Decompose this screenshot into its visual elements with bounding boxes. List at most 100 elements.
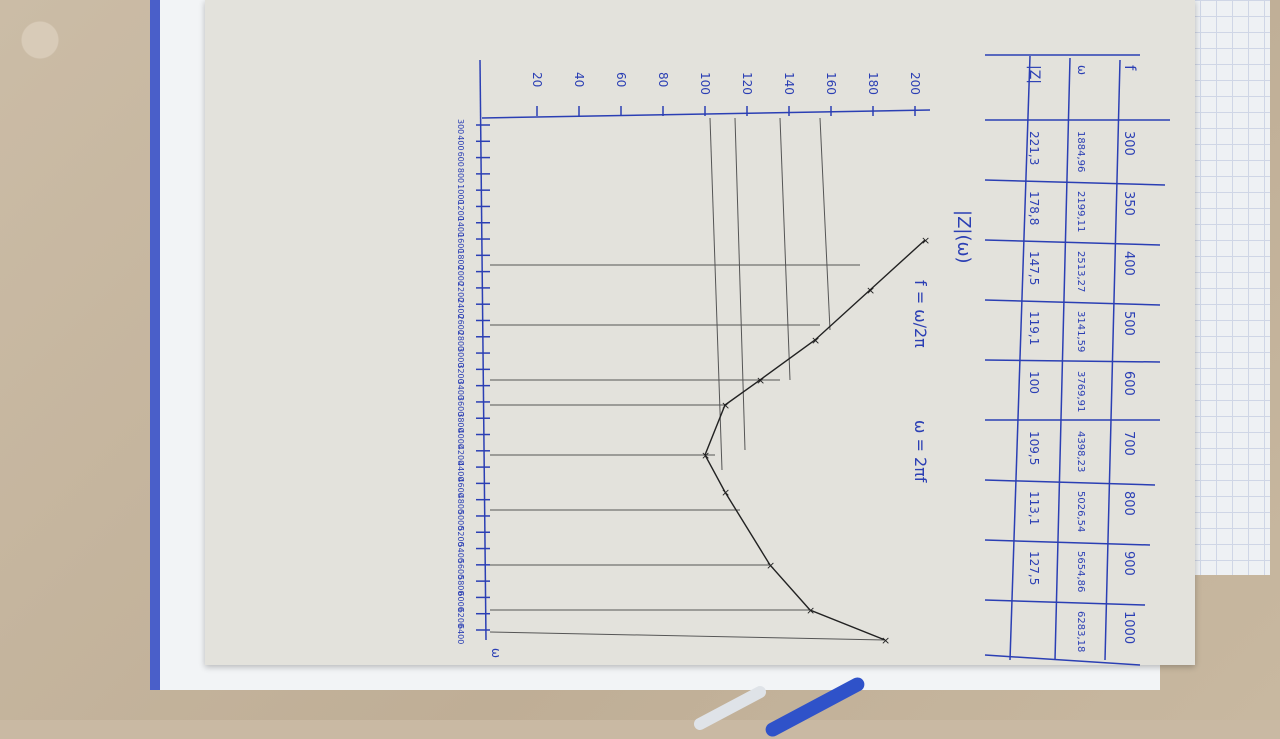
x-tick-label: 1200 [456,200,465,220]
table-cell: 147,5 [1027,251,1041,285]
x-tick-label: 2000 [456,266,465,286]
impedance-curve: × × × × × × × × × × [701,234,930,647]
x-tick-label: 6200 [456,608,465,628]
omega-row: ω 1884,96 2199,11 2513,27 3141,59 3769,91 4398… [1075,65,1089,652]
y-tick-label: 200 [908,72,922,95]
x-tick-label: 2200 [456,282,465,302]
data-point-marker: × [721,399,730,412]
data-point-marker: × [866,284,875,297]
annotations: |Z|(ω) f = ω/2π ω = 2πf [911,210,974,483]
table-cell: 6283,18 [1075,611,1086,652]
x-tick-label: 2600 [456,314,465,334]
x-tick-label: 800 [456,168,465,183]
graph-sheet [205,0,1195,665]
data-point-marker: × [881,634,890,647]
x-tick-label: 4600 [456,477,465,497]
frequency-row: f 300 350 400 500 600 700 800 900 1000 [1121,65,1139,644]
x-tick-label: 3400 [456,380,465,400]
x-tick-label: 5000 [456,510,465,530]
row-label: f [1121,65,1139,71]
table-cell: 350 [1121,191,1136,216]
y-tick-label: 160 [824,72,838,95]
table-cell: 221,3 [1027,131,1041,165]
x-tick-label: 4400 [456,461,465,481]
graph-heading: |Z|(ω) [953,210,974,264]
y-axis-line [481,109,931,119]
x-tick-label: 1000 [456,184,465,204]
x-tick-label: 6000 [456,591,465,611]
data-point-marker: × [766,559,775,572]
x-tick-label: 6400 [456,624,465,644]
y-tick-label: 120 [740,72,754,95]
table-cell: 3141,59 [1075,311,1086,352]
table-cell: 800 [1121,491,1136,516]
table-cell: 2199,11 [1075,191,1086,232]
x-tick-label: 400 [456,135,465,150]
x-axis-line [479,59,487,641]
x-tick-label: 300 [456,119,465,134]
table-cell: 1000 [1121,611,1136,644]
y-tick-label: 20 [530,72,544,87]
x-tick-label: 5800 [456,575,465,595]
y-tick-label: 80 [656,72,670,87]
x-tick-label: 3800 [456,412,465,432]
data-point-marker: × [701,449,710,462]
x-tick-label: 5400 [456,543,465,563]
y-tick-label: 100 [698,72,712,95]
row-label: ω [1075,65,1089,75]
impedance-row: |Z| 221,3 178,8 147,5 119,1 100 109,5 113,1 127,… [1026,65,1042,585]
table-cell: 5654,86 [1075,551,1086,592]
x-tick-label: 3200 [456,363,465,383]
x-tick-label: 1600 [456,233,465,253]
x-tick-label: 600 [456,152,465,167]
table-cell: 500 [1121,311,1136,336]
x-tick-label: 3600 [456,396,465,416]
x-tick-label: 5200 [456,526,465,546]
x-tick-label: 4800 [456,494,465,514]
table-cell: 5026,54 [1075,491,1086,532]
table-cell: 119,1 [1027,311,1041,345]
table-cell: 700 [1121,431,1136,456]
y-tick-label: 40 [572,72,586,87]
table-cell: 100 [1027,371,1041,394]
table-cell: 900 [1121,551,1136,576]
data-point-marker: × [756,374,765,387]
y-tick-label: 60 [614,72,628,87]
x-tick-label: 4200 [456,445,465,465]
table-cell: 127,5 [1027,551,1041,585]
table-cell: 178,8 [1027,191,1041,225]
x-tick-label: 4000 [456,429,465,449]
table-cell: 2513,27 [1075,251,1086,292]
data-point-marker: × [806,604,815,617]
y-axis-ticks: 200 180 160 140 120 100 80 60 40 20 [530,72,922,116]
data-point-marker: × [921,234,930,247]
x-tick-label: 5600 [456,559,465,579]
table-cell: 1884,96 [1075,131,1086,172]
formula-omega: ω = 2πf [911,420,930,483]
x-tick-label: 3000 [456,347,465,367]
y-tick-label: 180 [866,72,880,95]
pencil-guidelines [489,117,886,641]
table-cell: 400 [1121,251,1136,276]
x-tick-label: 2800 [456,331,465,351]
table-cell: 600 [1121,371,1136,396]
data-point-marker: × [811,334,820,347]
x-tick-label: 1400 [456,217,465,237]
row-label: |Z| [1026,65,1042,84]
data-table: f 300 350 400 500 600 700 800 900 1000 ω 1884,96 21… [984,54,1170,666]
table-cell: 113,1 [1027,491,1041,525]
x-tick-label: 2400 [456,298,465,318]
table-cell: 300 [1121,131,1136,156]
handwriting-layer: f 300 350 400 500 600 700 800 900 1000 ω 1884,96 21… [456,54,1170,666]
data-point-marker: × [721,486,730,499]
y-tick-label: 140 [782,72,796,95]
formula-frequency: f = ω/2π [911,280,930,348]
x-axis-label: ω [489,648,503,658]
x-tick-label: 1800 [456,249,465,269]
table-cell: 109,5 [1027,431,1041,465]
table-cell: 3769,91 [1075,371,1086,412]
table-cell: 4398,23 [1075,431,1086,472]
